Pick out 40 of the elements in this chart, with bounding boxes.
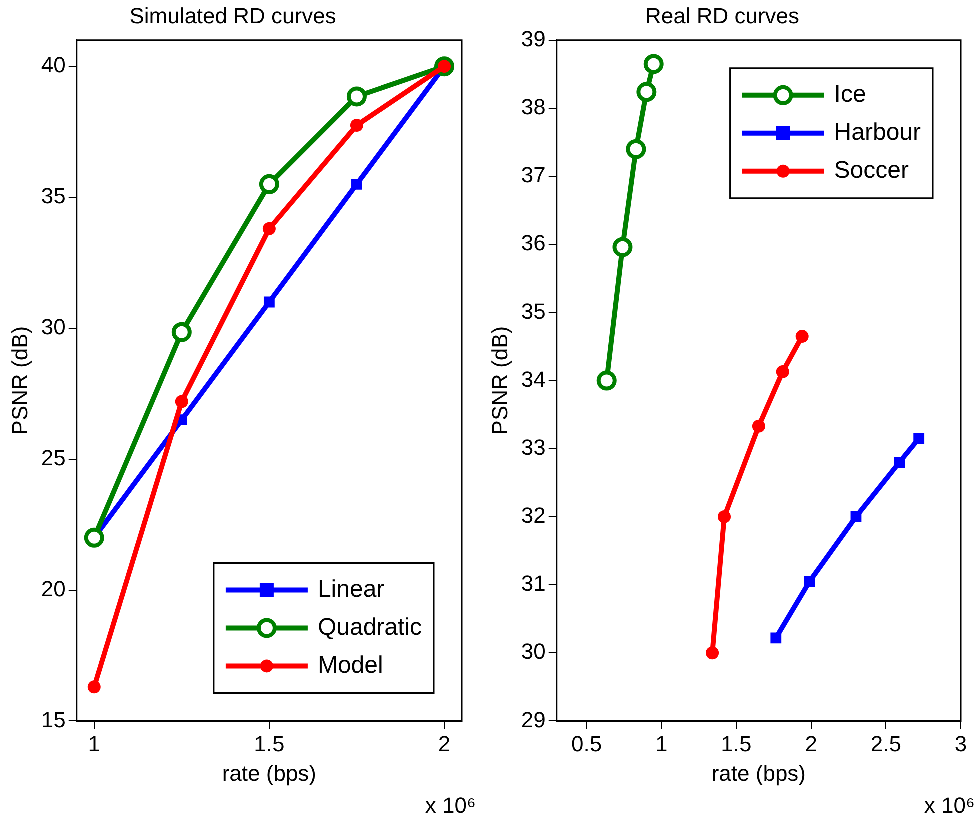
x-tick-label: 1.5 — [254, 731, 285, 756]
y-tick-label: 30 — [521, 639, 546, 664]
text: x 10⁶ — [425, 793, 476, 818]
chart-title: Real RD curves — [645, 3, 800, 28]
y-tick-label: 33 — [521, 434, 546, 460]
legend-label: Soccer — [834, 157, 909, 184]
y-tick-label: 20 — [41, 576, 66, 602]
x-tick-label: 2.5 — [870, 731, 902, 756]
x-tick-label: 2 — [438, 731, 451, 756]
text: x 10⁶ — [924, 793, 975, 818]
y-tick-label: 32 — [521, 503, 546, 528]
x-tick-label: 2 — [805, 731, 818, 756]
y-tick-label: 35 — [41, 184, 66, 209]
y-tick-label: 31 — [521, 571, 546, 596]
x-tick-label: 3 — [954, 731, 968, 756]
y-tick-label: 39 — [521, 26, 546, 52]
y-tick-label: 37 — [521, 162, 546, 188]
legend-label: Linear — [318, 576, 385, 603]
y-tick-label: 15 — [41, 707, 66, 732]
legend-label: Model — [318, 652, 384, 679]
legend-label: Harbour — [834, 119, 922, 146]
y-tick-label: 30 — [41, 314, 66, 340]
legend-label: Ice — [834, 81, 866, 108]
y-tick-label: 35 — [521, 298, 546, 324]
legend-label: Quadratic — [318, 614, 422, 641]
y-tick-label: 36 — [521, 230, 546, 256]
y-tick-label: 40 — [41, 52, 66, 78]
y-tick-label: 38 — [521, 94, 546, 120]
x-tick-label: 1 — [656, 731, 668, 756]
y-axis-title: PSNR (dB) — [487, 326, 512, 436]
x-tick-label: 0.5 — [572, 731, 602, 756]
chart-title: Simulated RD curves — [130, 3, 336, 28]
x-axis-title: rate (bps) — [712, 760, 806, 786]
x-tick-label: 1 — [88, 731, 100, 756]
y-tick-label: 25 — [41, 445, 66, 470]
y-tick-label: 29 — [521, 707, 546, 732]
x-tick-label: 1.5 — [721, 731, 752, 756]
y-axis-title: PSNR (dB) — [7, 326, 32, 436]
y-tick-label: 34 — [521, 366, 546, 392]
x-axis-title: rate (bps) — [222, 760, 317, 786]
